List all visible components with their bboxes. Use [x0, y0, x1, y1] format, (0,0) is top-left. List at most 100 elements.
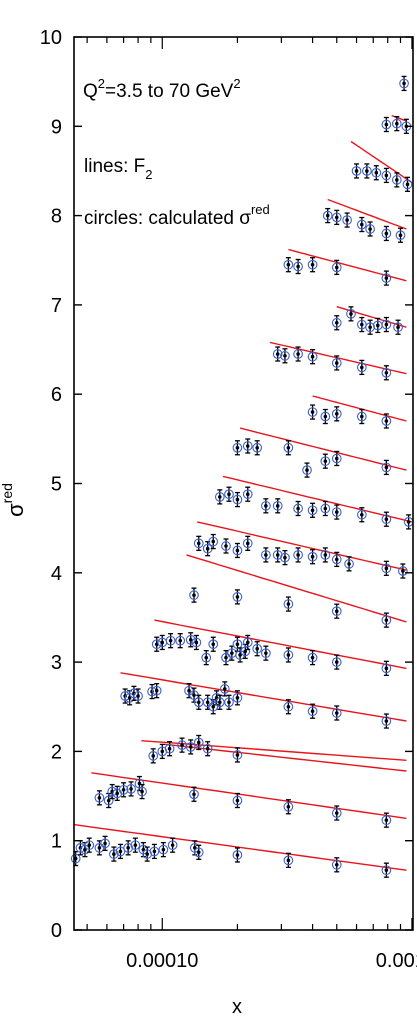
data-point	[331, 406, 342, 422]
f2-line	[239, 427, 407, 471]
data-point	[149, 843, 160, 860]
data-point	[201, 649, 212, 666]
calc-circle	[232, 795, 243, 806]
calc-circle	[283, 442, 294, 453]
data-point	[100, 835, 110, 852]
calc-circle	[232, 692, 243, 703]
calc-circle	[331, 554, 342, 565]
calc-circle	[130, 840, 141, 851]
calc-circle	[365, 224, 375, 234]
calc-circle	[381, 663, 392, 674]
calc-circle	[381, 273, 392, 283]
data-point	[115, 843, 126, 860]
data-point	[344, 556, 354, 572]
data-point	[307, 404, 318, 420]
calc-circle	[331, 507, 342, 517]
calc-circle	[272, 550, 283, 560]
data-point	[293, 547, 303, 563]
data-point	[208, 636, 219, 652]
calc-circle	[148, 751, 159, 761]
calc-circle	[371, 167, 382, 178]
calc-circle	[320, 550, 331, 560]
calc-circle	[272, 349, 283, 359]
data-point	[214, 489, 225, 505]
calc-circle	[331, 262, 342, 273]
calc-circle	[151, 685, 162, 696]
calc-circle	[103, 795, 114, 806]
data-point	[272, 346, 283, 362]
circles-annotation: circles: calculated σred	[84, 202, 270, 229]
data-point	[365, 221, 375, 237]
data-point	[157, 743, 168, 760]
calc-circle	[185, 742, 196, 752]
calc-circle	[293, 349, 303, 359]
data-point	[283, 440, 294, 456]
data-point	[356, 316, 367, 333]
calc-circle	[399, 78, 409, 89]
data-point	[283, 699, 294, 715]
calc-circle	[307, 351, 318, 362]
data-point	[118, 782, 129, 798]
data-point	[130, 837, 141, 853]
data-point	[307, 649, 318, 666]
data-point	[70, 850, 81, 867]
f2-line	[197, 521, 407, 571]
data-point	[381, 612, 392, 628]
calc-circle	[137, 786, 147, 797]
calc-circle	[221, 541, 231, 551]
calc-circle	[342, 215, 352, 225]
data-point	[261, 645, 271, 661]
data-points	[70, 75, 414, 878]
data-point	[393, 319, 403, 335]
f2-line	[91, 772, 407, 820]
data-point	[371, 165, 382, 181]
data-point	[221, 538, 231, 554]
calc-circle	[307, 652, 318, 663]
calc-circle	[193, 538, 204, 549]
data-point	[331, 603, 342, 619]
y-tick-label: 2	[51, 741, 62, 763]
data-point	[320, 408, 331, 425]
calc-circle	[133, 691, 143, 701]
calc-circle	[320, 411, 331, 422]
data-point	[320, 500, 331, 517]
calc-circle	[242, 637, 253, 648]
data-point	[381, 862, 392, 878]
calc-circle	[356, 411, 367, 422]
calc-circle	[149, 846, 160, 857]
data-point	[381, 459, 392, 476]
data-point	[331, 209, 342, 226]
data-point	[307, 549, 318, 565]
y-tick-label: 7	[51, 295, 62, 317]
calc-circle	[242, 441, 253, 451]
y-tick-label: 1	[51, 831, 62, 853]
f2-line	[73, 823, 407, 871]
data-point	[208, 533, 219, 550]
data-point	[208, 699, 219, 715]
calc-circle	[232, 545, 243, 556]
data-point	[283, 852, 294, 868]
data-point	[302, 462, 312, 478]
calc-circle	[167, 840, 178, 851]
calc-circle	[151, 639, 162, 650]
calc-circle	[232, 639, 243, 650]
f2-line	[154, 619, 407, 670]
data-point	[261, 498, 271, 514]
data-point	[158, 841, 169, 858]
calc-circle	[331, 859, 342, 870]
calc-circle	[398, 566, 408, 576]
data-point	[232, 491, 243, 508]
calc-circle	[261, 500, 271, 511]
data-point	[307, 703, 318, 719]
calc-circle	[307, 407, 318, 417]
data-point	[381, 167, 392, 184]
data-point	[293, 346, 303, 362]
calc-circle	[322, 210, 333, 221]
calc-circle	[381, 716, 392, 726]
calc-circle	[362, 166, 372, 176]
y-tick-label: 0	[51, 920, 62, 942]
data-point	[381, 560, 392, 576]
data-point	[342, 212, 352, 228]
